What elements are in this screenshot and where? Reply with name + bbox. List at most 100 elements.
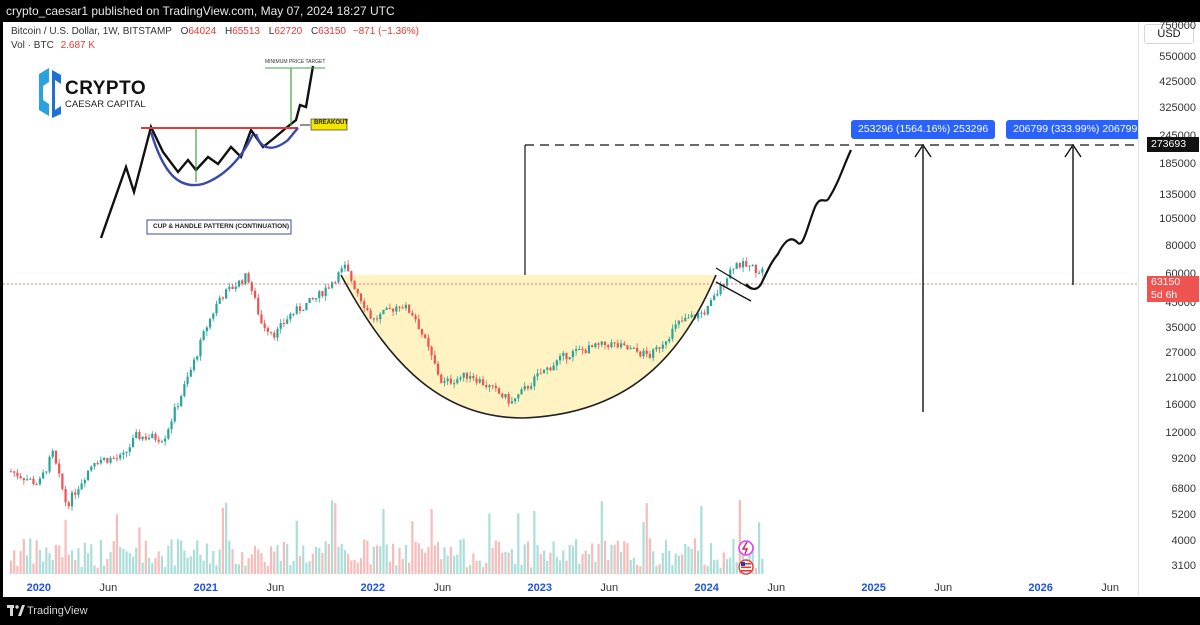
candle <box>600 341 603 348</box>
candle <box>292 313 295 317</box>
candle <box>517 393 520 403</box>
candle <box>536 369 539 381</box>
candle <box>90 465 93 472</box>
candle <box>54 450 58 465</box>
candle <box>212 312 215 322</box>
symbol-name[interactable]: Bitcoin / U.S. Dollar, 1W, BITSTAMP <box>11 26 172 37</box>
volume-bar <box>292 560 295 574</box>
volume-bar <box>67 554 70 574</box>
volume-bar <box>363 539 366 574</box>
lightning-icon[interactable] <box>738 540 754 556</box>
candle <box>504 394 507 400</box>
price-tick: 135000 <box>1159 188 1196 201</box>
candle <box>591 344 594 348</box>
volume-bar <box>430 508 433 574</box>
price-tick: 4000 <box>1171 534 1196 547</box>
time-tick: 2022 <box>360 582 385 594</box>
volume-bar <box>761 558 764 574</box>
candle <box>324 283 327 301</box>
volume-bar <box>539 554 542 574</box>
legend-row-1: Bitcoin / U.S. Dollar, 1W, BITSTAMP O640… <box>11 26 419 37</box>
volume-bar <box>311 553 314 574</box>
candle <box>674 319 677 332</box>
volume-bar <box>269 546 273 574</box>
volume-bar <box>70 550 74 574</box>
candle <box>67 500 70 510</box>
volume-bar <box>157 551 160 574</box>
candle <box>289 312 292 323</box>
candle <box>16 468 19 480</box>
volume-bar <box>530 567 533 574</box>
candle <box>546 366 549 375</box>
volume-bar <box>154 558 157 574</box>
candle <box>305 302 308 311</box>
candle <box>22 477 25 485</box>
volume-bar <box>507 552 510 574</box>
candle <box>603 341 607 350</box>
candle <box>250 280 253 296</box>
candle <box>391 308 395 316</box>
candle <box>668 336 671 344</box>
measure-arrow-1 <box>914 143 932 412</box>
candle <box>709 297 713 307</box>
volume-bar <box>366 540 369 574</box>
volume-bar <box>684 543 687 574</box>
candle <box>330 281 334 290</box>
candle <box>542 369 546 374</box>
currency-button[interactable]: USD <box>1144 24 1194 44</box>
candle <box>578 345 581 351</box>
volume-value: 2.687 K <box>60 40 96 51</box>
volume-bar <box>334 503 337 574</box>
volume-bar <box>215 565 218 574</box>
volume-bar <box>234 563 237 574</box>
volume-bar <box>388 561 391 574</box>
candle <box>571 349 574 362</box>
candle <box>379 312 382 324</box>
candle <box>501 392 504 399</box>
volume-bar <box>658 564 661 574</box>
measure-label-1[interactable]: 253296 (1564.16%) 253296 <box>851 120 996 139</box>
price-scale[interactable]: USD 750000550000425000325000245000185000… <box>1138 20 1200 597</box>
candle <box>106 457 109 464</box>
chart-pane[interactable]: Bitcoin / U.S. Dollar, 1W, BITSTAMP O640… <box>3 22 1145 597</box>
candle <box>475 374 478 386</box>
candle <box>263 319 266 332</box>
candle <box>530 382 533 391</box>
candle <box>180 394 183 407</box>
candle <box>70 490 74 511</box>
volume-bar <box>202 560 205 574</box>
candle <box>186 372 189 388</box>
price-tick: 3100 <box>1171 560 1196 572</box>
volume-bar <box>276 545 279 574</box>
chart-svg[interactable] <box>3 22 1138 597</box>
candle <box>295 303 298 315</box>
candle <box>157 436 160 444</box>
candle <box>311 297 314 301</box>
candle <box>199 337 202 361</box>
volume-bar <box>485 562 488 574</box>
volume-bar <box>244 565 247 574</box>
volume-bar <box>411 521 414 574</box>
candle <box>318 289 321 303</box>
handle-channel-top <box>715 267 752 290</box>
candle <box>218 295 221 304</box>
volume-bar <box>751 544 754 574</box>
candle <box>144 433 147 441</box>
volume-bar <box>555 556 558 574</box>
candle <box>385 306 388 311</box>
volume-bar <box>343 550 347 574</box>
candle <box>741 257 745 273</box>
candle <box>443 377 446 387</box>
measure-label-2[interactable]: 206799 (333.99%) 206799 <box>1006 120 1145 139</box>
target-label: MINIMUM PRICE TARGET <box>265 59 326 65</box>
volume-bar <box>520 564 523 574</box>
volume-bar <box>385 544 388 574</box>
us-flag-icon[interactable] <box>738 559 754 575</box>
candle <box>725 277 729 288</box>
candle <box>485 380 488 390</box>
candle <box>176 402 180 411</box>
candle <box>404 302 408 311</box>
volume-bar <box>469 565 472 574</box>
candle <box>449 374 452 385</box>
volume-bar <box>266 565 269 574</box>
